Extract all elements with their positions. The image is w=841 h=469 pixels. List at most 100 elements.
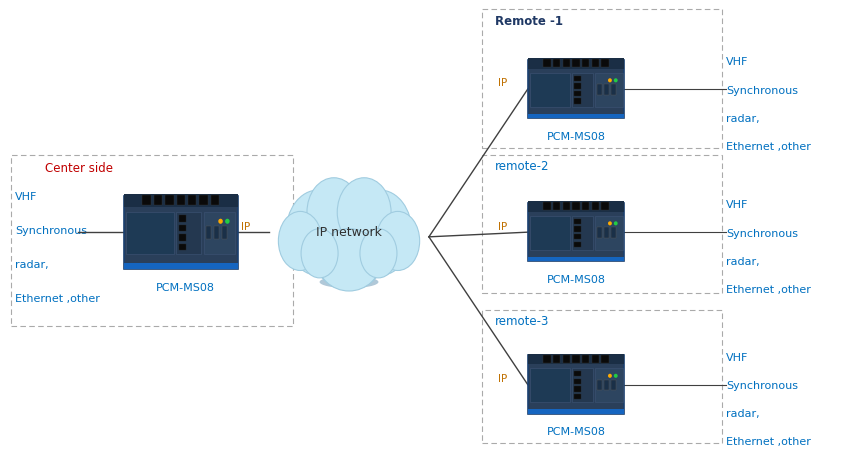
Bar	[178, 225, 187, 231]
Ellipse shape	[348, 190, 412, 275]
Bar	[611, 380, 616, 390]
Bar	[573, 355, 579, 363]
Bar	[222, 227, 227, 240]
Bar	[165, 195, 174, 205]
Text: Ethernet ,other: Ethernet ,other	[726, 285, 811, 295]
Bar	[604, 380, 609, 390]
Text: IP: IP	[498, 374, 507, 384]
Bar	[528, 409, 624, 414]
Ellipse shape	[360, 228, 397, 278]
Bar	[528, 60, 624, 119]
Text: Ethernet ,other: Ethernet ,other	[726, 142, 811, 152]
Ellipse shape	[301, 228, 338, 278]
Text: VHF: VHF	[726, 201, 748, 211]
Text: IP network: IP network	[316, 226, 382, 239]
Bar	[124, 194, 237, 207]
Bar	[597, 84, 602, 95]
Bar	[573, 202, 579, 211]
Text: Ethernet ,other: Ethernet ,other	[726, 437, 811, 447]
Bar	[574, 76, 581, 81]
Text: VHF: VHF	[726, 58, 748, 68]
Bar	[177, 212, 201, 254]
Bar	[530, 216, 570, 250]
Bar	[124, 263, 237, 268]
Bar	[204, 212, 235, 254]
Bar	[601, 59, 609, 68]
Bar	[543, 202, 551, 211]
Bar	[210, 195, 220, 205]
Text: radar,: radar,	[726, 409, 759, 419]
Ellipse shape	[614, 374, 617, 378]
Text: radar,: radar,	[726, 257, 759, 267]
Bar	[142, 195, 151, 205]
Bar	[601, 355, 609, 363]
Bar	[543, 355, 551, 363]
Bar	[574, 91, 581, 96]
Bar	[126, 212, 174, 254]
Text: PCM-MS08: PCM-MS08	[547, 132, 606, 142]
Bar	[199, 195, 208, 205]
Bar	[574, 379, 581, 384]
Text: IP: IP	[498, 221, 507, 232]
Ellipse shape	[225, 219, 230, 224]
Text: PCM-MS08: PCM-MS08	[547, 427, 606, 437]
Bar	[178, 234, 187, 241]
Ellipse shape	[608, 78, 612, 83]
Bar	[595, 73, 622, 107]
Ellipse shape	[337, 178, 391, 247]
Bar	[572, 216, 594, 250]
Text: IP: IP	[241, 221, 250, 232]
Bar	[582, 202, 590, 211]
Bar	[597, 227, 602, 238]
Bar	[124, 196, 237, 268]
Text: remote-2: remote-2	[495, 160, 549, 174]
Bar	[572, 73, 594, 107]
Bar	[574, 242, 581, 247]
Bar	[604, 84, 609, 95]
Bar	[563, 202, 570, 211]
Bar	[530, 368, 570, 402]
Bar	[574, 386, 581, 392]
Bar	[574, 219, 581, 224]
Ellipse shape	[286, 190, 350, 275]
Text: IP: IP	[498, 78, 507, 89]
Ellipse shape	[376, 212, 420, 271]
Bar	[178, 244, 187, 250]
Text: Center side: Center side	[45, 162, 113, 175]
Bar	[563, 355, 570, 363]
Bar	[528, 356, 624, 414]
Text: PCM-MS08: PCM-MS08	[156, 282, 214, 293]
Text: PCM-MS08: PCM-MS08	[547, 275, 606, 285]
Bar	[604, 227, 609, 238]
Bar	[563, 59, 570, 68]
Bar	[595, 368, 622, 402]
Ellipse shape	[317, 229, 381, 291]
Bar	[528, 257, 624, 262]
Bar	[582, 59, 590, 68]
Bar	[154, 195, 162, 205]
Ellipse shape	[278, 212, 322, 271]
Text: Ethernet ,other: Ethernet ,other	[15, 294, 100, 303]
Bar	[188, 195, 197, 205]
Bar	[592, 355, 599, 363]
Bar	[528, 354, 624, 364]
Text: Remote -1: Remote -1	[495, 15, 563, 28]
Bar	[601, 202, 609, 211]
Bar	[482, 155, 722, 293]
Bar	[582, 355, 590, 363]
Ellipse shape	[219, 219, 223, 224]
Bar	[177, 195, 185, 205]
Bar	[573, 59, 579, 68]
Bar	[553, 355, 560, 363]
Text: Synchronous: Synchronous	[726, 229, 798, 239]
Bar	[572, 368, 594, 402]
Ellipse shape	[614, 78, 617, 83]
Bar	[178, 215, 187, 222]
Text: VHF: VHF	[15, 192, 38, 202]
Bar	[592, 59, 599, 68]
Bar	[574, 371, 581, 376]
Ellipse shape	[307, 183, 391, 290]
Bar	[574, 227, 581, 232]
Text: radar,: radar,	[726, 113, 759, 124]
Bar	[574, 98, 581, 104]
